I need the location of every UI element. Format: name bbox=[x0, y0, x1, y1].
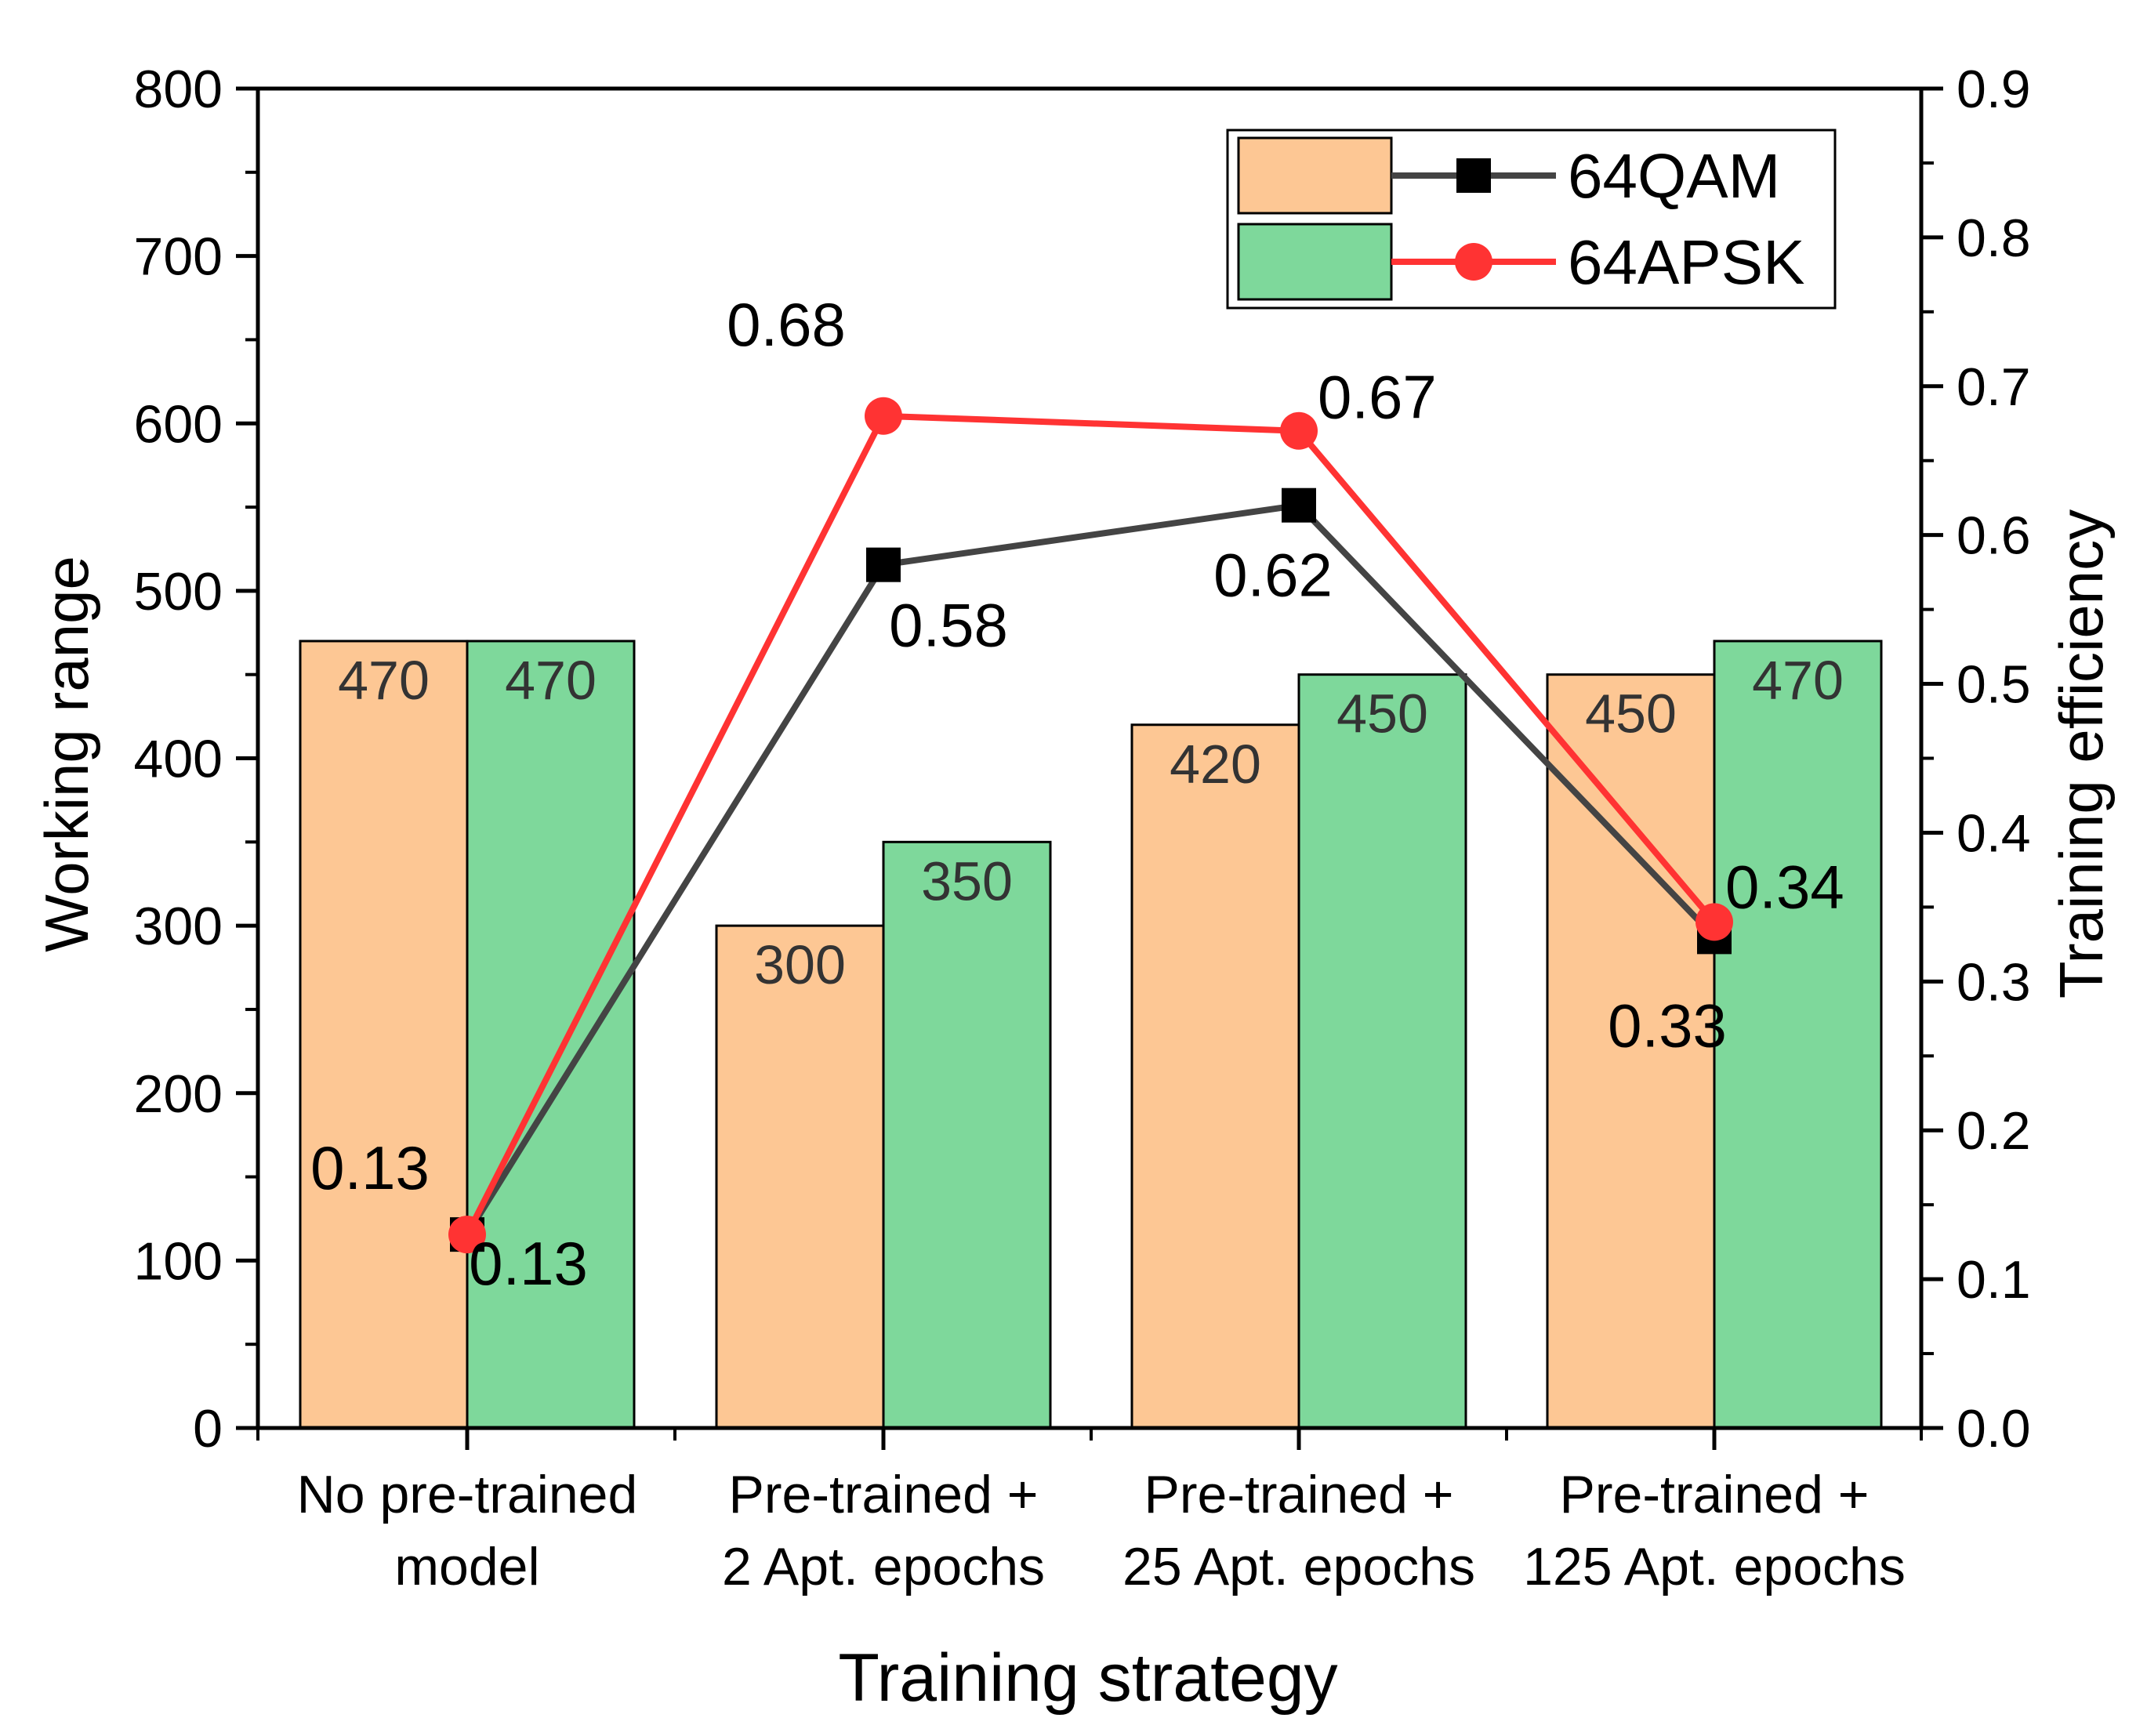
category-label-3-0: Pre-trained + bbox=[1560, 1465, 1870, 1524]
point-label-64APSK-0: 0.13 bbox=[310, 1133, 430, 1202]
bar-label-qam-2: 420 bbox=[1170, 734, 1261, 795]
y2-axis-title: Training efficiency bbox=[2047, 509, 2116, 998]
point-label-64QAM-0: 0.13 bbox=[469, 1229, 588, 1298]
legend-label-64QAM: 64QAM bbox=[1568, 141, 1780, 211]
y-tick-label-6: 600 bbox=[134, 394, 223, 454]
point-label-64APSK-2: 0.67 bbox=[1318, 363, 1437, 432]
legend-marker-64QAM bbox=[1456, 158, 1491, 193]
bars-layer bbox=[299, 640, 1883, 1430]
bar-label-apsk-3: 470 bbox=[1752, 650, 1844, 711]
y2-tick-label-1: 0.1 bbox=[1957, 1250, 2031, 1310]
bar-label-apsk-0: 470 bbox=[505, 650, 597, 711]
line-64QAM bbox=[464, 502, 1717, 1237]
y-axis-title: Working range bbox=[32, 556, 101, 952]
y2-tick-label-4: 0.4 bbox=[1957, 803, 2031, 863]
legend-swatch-apsk bbox=[1237, 223, 1393, 301]
y-tick-label-5: 500 bbox=[134, 562, 223, 622]
category-label-2-0: Pre-trained + bbox=[1144, 1465, 1454, 1524]
legend-label-64APSK: 64APSK bbox=[1568, 227, 1804, 297]
y2-tick-label-8: 0.8 bbox=[1957, 208, 2031, 268]
y-tick-label-4: 400 bbox=[134, 730, 223, 789]
y-tick-label-2: 200 bbox=[134, 1064, 223, 1124]
marker-64QAM-1 bbox=[866, 547, 901, 582]
bar-qam-1 bbox=[715, 924, 885, 1430]
bar-label-qam-1: 300 bbox=[754, 934, 846, 995]
category-label-1-0: Pre-trained + bbox=[729, 1465, 1039, 1524]
bar-qam-3 bbox=[1546, 673, 1716, 1430]
y-tick-label-7: 700 bbox=[134, 227, 223, 287]
bar-apsk-2 bbox=[1297, 673, 1467, 1430]
y2-tick-label-2: 0.2 bbox=[1957, 1101, 2031, 1161]
y2-tick-label-9: 0.9 bbox=[1957, 60, 2031, 119]
marker-64APSK-0 bbox=[448, 1216, 486, 1254]
y2-tick-label-6: 0.6 bbox=[1957, 506, 2031, 566]
point-label-64QAM-2: 0.62 bbox=[1213, 541, 1333, 610]
category-label-0-0: No pre-trained bbox=[297, 1465, 638, 1524]
category-label-3-1: 125 Apt. epochs bbox=[1523, 1537, 1906, 1596]
bar-apsk-1 bbox=[882, 840, 1052, 1430]
lines-layer bbox=[448, 397, 1733, 1254]
y-tick-label-8: 800 bbox=[134, 60, 223, 119]
bar-qam-0 bbox=[299, 640, 469, 1430]
marker-64APSK-2 bbox=[1280, 411, 1318, 450]
y2-tick-label-3: 0.3 bbox=[1957, 952, 2031, 1012]
y-tick-label-1: 100 bbox=[134, 1231, 223, 1291]
y2-tick-label-5: 0.5 bbox=[1957, 655, 2031, 715]
axes-layer: 0 100 200 300 400 500 600 700 800 0.0 0.1 0.2 0.3 0.4… bbox=[134, 60, 2031, 1596]
line-64APSK bbox=[464, 412, 1717, 1236]
y2-tick-label-0: 0.0 bbox=[1957, 1399, 2031, 1459]
y-tick-label-0: 0 bbox=[193, 1399, 223, 1459]
legend: 64QAM 64APSK bbox=[1226, 129, 1837, 310]
bar-label-qam-3: 450 bbox=[1585, 683, 1677, 745]
y-tick-label-3: 300 bbox=[134, 897, 223, 956]
bar-apsk-3 bbox=[1713, 640, 1883, 1430]
bar-label-apsk-1: 350 bbox=[921, 850, 1013, 911]
point-label-64QAM-3: 0.33 bbox=[1608, 991, 1727, 1060]
x-axis-title: Training strategy bbox=[838, 1640, 1337, 1716]
category-label-1-1: 2 Apt. epochs bbox=[722, 1537, 1045, 1596]
bar-apsk-0 bbox=[466, 640, 636, 1430]
marker-64QAM-2 bbox=[1282, 487, 1316, 523]
y2-tick-label-7: 0.7 bbox=[1957, 357, 2031, 417]
bar-label-apsk-2: 450 bbox=[1336, 683, 1428, 745]
labels-layer: 470 300 420 450 470 350 450 470 0.13 0.58 0.62 0.33… bbox=[310, 290, 1844, 1298]
point-label-64APSK-1: 0.68 bbox=[727, 290, 846, 359]
legend-swatch-qam bbox=[1237, 136, 1393, 215]
marker-64APSK-3 bbox=[1695, 903, 1733, 941]
point-label-64APSK-3: 0.34 bbox=[1725, 852, 1844, 921]
point-label-64QAM-1: 0.58 bbox=[889, 591, 1008, 660]
bar-qam-2 bbox=[1130, 723, 1300, 1430]
marker-64APSK-1 bbox=[865, 397, 902, 435]
category-label-2-1: 25 Apt. epochs bbox=[1122, 1537, 1475, 1596]
bar-label-qam-0: 470 bbox=[338, 650, 430, 711]
legend-marker-64APSK bbox=[1455, 243, 1492, 281]
category-label-0-1: model bbox=[394, 1537, 539, 1596]
